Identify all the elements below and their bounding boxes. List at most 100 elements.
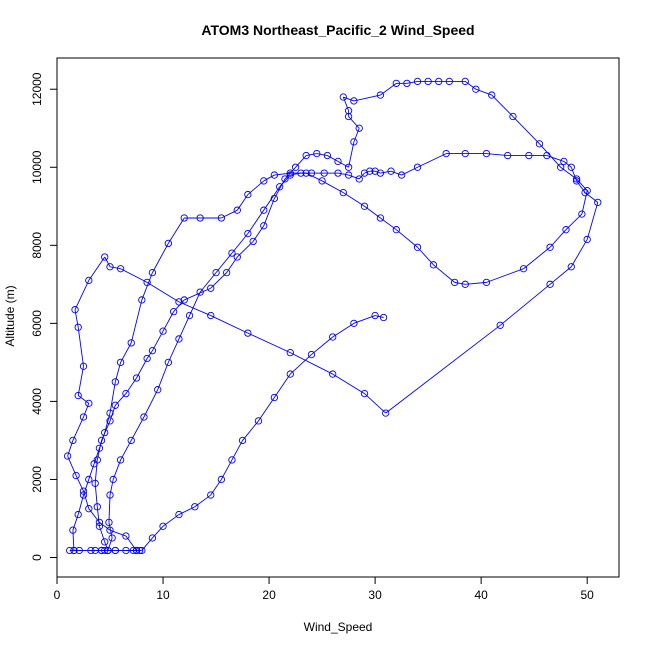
chart-title: ATOM3 Northeast_Pacific_2 Wind_Speed (201, 22, 474, 38)
data-point (104, 546, 112, 555)
data-point (281, 175, 289, 183)
series-segment (98, 526, 106, 543)
data-point (223, 268, 231, 277)
data-point (583, 235, 591, 244)
series-segment (189, 291, 201, 316)
series-segment (94, 483, 98, 507)
data-point (116, 456, 125, 464)
data-point (360, 202, 369, 210)
data-point (95, 518, 104, 527)
series-segment (499, 283, 551, 326)
data-point (101, 538, 109, 546)
data-point (106, 526, 114, 534)
data-point (90, 460, 98, 468)
series-segment (120, 440, 132, 461)
data-point (138, 546, 146, 555)
series-segment (337, 161, 349, 168)
series-segment (130, 299, 143, 343)
data-point (79, 491, 88, 499)
data-point (307, 350, 316, 359)
y-tick-label: 2000 (30, 466, 44, 493)
series-segment (454, 281, 466, 285)
data-point (66, 546, 74, 555)
y-tick-label: 4000 (30, 388, 44, 415)
data-point (85, 475, 93, 484)
data-point (106, 409, 114, 417)
series-segment (565, 213, 583, 231)
x-tick-label: 20 (262, 588, 276, 602)
data-point (116, 265, 125, 273)
data-point (79, 413, 88, 421)
series-segment (162, 311, 175, 332)
series-segment (396, 229, 418, 248)
series-segment (130, 416, 145, 441)
data-point (228, 456, 236, 464)
data-point (238, 436, 247, 445)
series-segment (77, 366, 84, 396)
series-segment (107, 537, 113, 551)
series-segment (242, 420, 259, 441)
series-segment (231, 440, 243, 461)
data-point (504, 151, 512, 160)
data-point (143, 354, 151, 363)
data-point (244, 190, 252, 199)
series-segment (375, 315, 384, 318)
data-point (148, 268, 157, 277)
data-point (132, 374, 141, 382)
series-segment (337, 172, 349, 176)
data-point (461, 77, 469, 86)
series-segment (289, 354, 312, 375)
data-point (429, 261, 438, 269)
series-segment (109, 479, 114, 496)
series-segment (247, 209, 265, 234)
data-point (140, 413, 148, 421)
data-point (543, 151, 551, 160)
data-point (87, 546, 95, 555)
series-segment (401, 166, 418, 176)
data-point (260, 177, 268, 185)
data-point (286, 370, 294, 378)
series-segment (263, 174, 275, 182)
data-point (413, 163, 422, 171)
data-point (397, 171, 406, 179)
series-segment (417, 246, 434, 266)
data-point (307, 169, 316, 177)
data-point (91, 479, 99, 487)
data-point (472, 85, 480, 93)
data-point (339, 93, 347, 101)
plot-layer (63, 77, 602, 555)
series-segment (152, 243, 169, 273)
data-point (350, 138, 358, 146)
data-point (111, 378, 119, 386)
series-segment (108, 495, 111, 523)
data-point (207, 284, 215, 292)
data-point (509, 112, 517, 121)
data-point (424, 77, 432, 86)
data-point (85, 399, 93, 407)
series-segment (167, 217, 185, 244)
data-point (105, 518, 113, 527)
series-segment (72, 514, 79, 531)
series-segment (549, 229, 567, 248)
series-segment (178, 506, 196, 515)
series-segment (152, 525, 164, 539)
data-point (546, 280, 554, 288)
series-segment (348, 174, 360, 180)
data-point (69, 436, 77, 445)
series-segment (221, 209, 238, 219)
data-point (360, 389, 369, 398)
data-point (106, 491, 114, 499)
series-segment (104, 256, 111, 267)
series-segment (385, 324, 501, 414)
data-point (366, 167, 374, 175)
data-point (122, 532, 130, 540)
data-point (106, 263, 114, 271)
series-segment (321, 180, 344, 194)
data-point (228, 249, 236, 257)
data-point (69, 526, 77, 534)
x-tick-label: 30 (368, 588, 382, 602)
data-point (334, 169, 342, 177)
series-segment (75, 475, 84, 492)
data-point (382, 409, 390, 417)
series-segment (98, 432, 106, 449)
